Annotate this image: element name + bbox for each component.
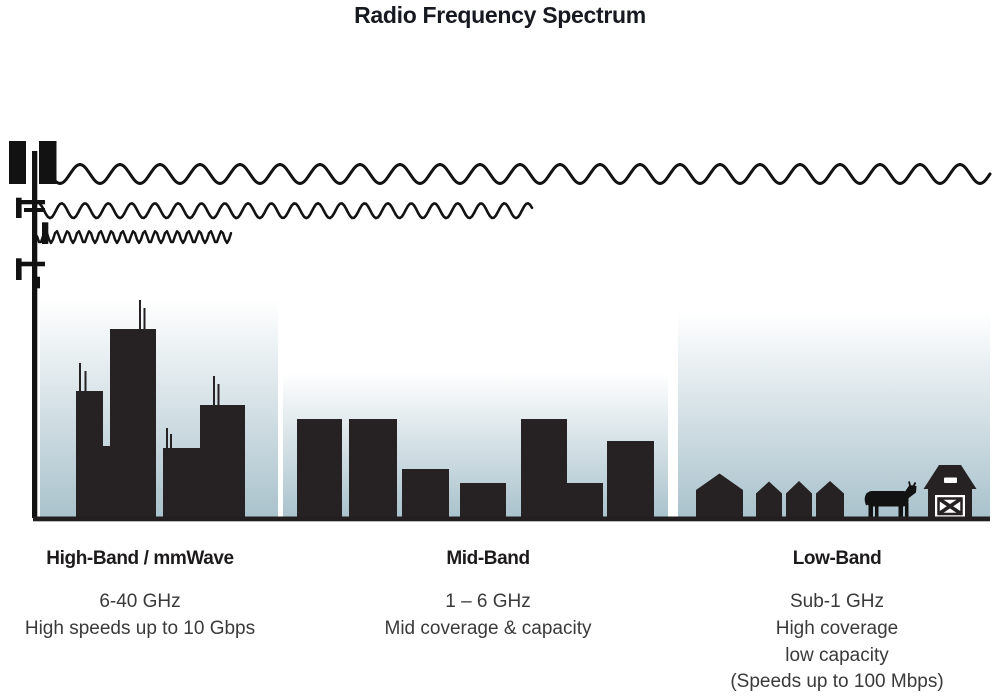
barn-icon bbox=[923, 465, 977, 518]
mid-band-description: Mid coverage & capacity bbox=[384, 617, 592, 639]
town-buildings-icon bbox=[297, 419, 654, 518]
mid-band-frequency: 1 – 6 GHz bbox=[445, 591, 531, 612]
page-title: Radio Frequency Spectrum bbox=[354, 2, 646, 28]
low-band-heading: Low-Band bbox=[792, 548, 882, 569]
city-skyline-icon bbox=[76, 300, 245, 518]
low-band-label-block: Low-Band Sub-1 GHz High coverage low cap… bbox=[687, 548, 987, 696]
high-band-description: High speeds up to 10 Gbps bbox=[24, 617, 256, 639]
low-band-description-1: High coverage bbox=[775, 617, 899, 639]
low-band-wave bbox=[48, 163, 992, 185]
high-band-frequency: 6-40 GHz bbox=[99, 591, 181, 612]
low-band-frequency: Sub-1 GHz bbox=[790, 591, 884, 612]
cow-icon bbox=[864, 481, 917, 518]
low-band-description-2: low capacity bbox=[785, 644, 889, 666]
mid-band-label-block: Mid-Band 1 – 6 GHz Mid coverage & capaci… bbox=[368, 548, 608, 643]
ground-line bbox=[33, 516, 990, 522]
rural-houses-icon bbox=[696, 473, 844, 518]
spectrum-illustration bbox=[9, 141, 992, 522]
high-band-heading: High-Band / mmWave bbox=[46, 548, 234, 569]
mid-band-wave bbox=[38, 202, 534, 220]
high-band-wave bbox=[35, 230, 233, 245]
high-band-label-block: High-Band / mmWave 6-40 GHz High speeds … bbox=[20, 548, 260, 643]
mid-band-heading: Mid-Band bbox=[446, 548, 530, 569]
cell-tower-icon bbox=[9, 141, 57, 518]
low-band-description-3: (Speeds up to 100 Mbps) bbox=[730, 671, 944, 693]
